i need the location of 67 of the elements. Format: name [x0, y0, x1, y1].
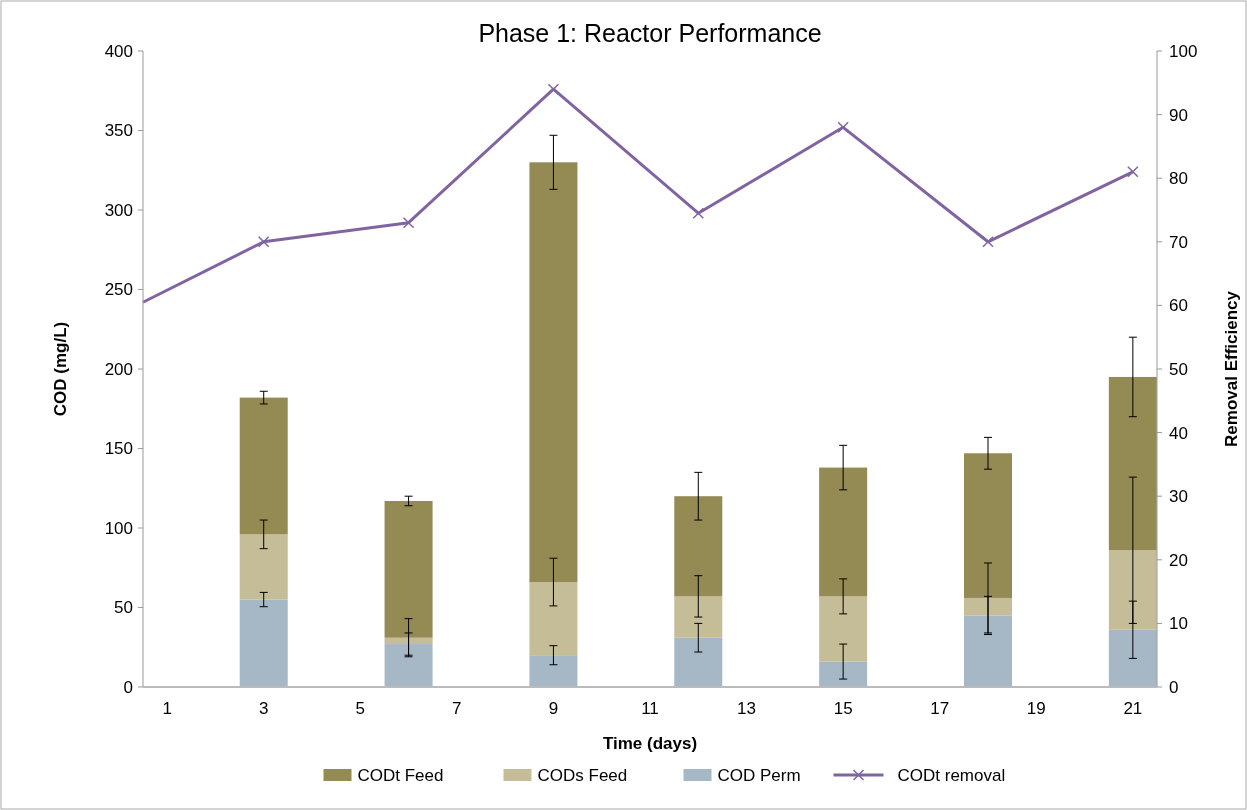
bar — [239, 397, 288, 535]
point — [982, 236, 994, 248]
y2-tick-label: 60 — [1169, 296, 1188, 316]
x-tick-label: 13 — [737, 699, 757, 718]
y2-tick-label: 70 — [1169, 232, 1188, 252]
y2-tick-label: 30 — [1169, 487, 1188, 507]
y-tick-label: 150 — [104, 439, 133, 459]
x-tick-label: 9 — [548, 699, 559, 718]
y2-tick-label: 10 — [1169, 614, 1188, 634]
point — [1127, 166, 1139, 178]
bar — [674, 596, 723, 638]
bar — [1108, 376, 1157, 551]
bar — [964, 453, 1012, 598]
y-tick-label: 400 — [104, 41, 133, 61]
y2-tick-label: 90 — [1169, 105, 1188, 125]
bar — [529, 582, 578, 656]
point — [692, 207, 705, 219]
y-tick-label: 50 — [114, 598, 133, 618]
y2-tick-label: 100 — [1169, 41, 1198, 61]
bar — [674, 637, 723, 687]
bar — [964, 615, 1012, 687]
legend-label: COD Perm — [717, 765, 801, 785]
point — [837, 121, 849, 134]
bar — [819, 661, 868, 687]
y-tick-label: 250 — [104, 280, 133, 300]
y2-tick-label: 40 — [1169, 423, 1188, 443]
y-tick-label: 350 — [104, 121, 133, 141]
bar — [1108, 629, 1157, 687]
point — [547, 83, 560, 95]
bar — [819, 467, 868, 597]
y-tick-label: 200 — [104, 359, 133, 379]
bar — [1108, 550, 1157, 630]
y-axis-title: COD (mg/L) — [51, 321, 70, 417]
x-tick-label: 1 — [162, 699, 172, 718]
y2-tick-label: 50 — [1169, 359, 1188, 379]
bar — [529, 162, 578, 583]
y2-axis-title: Removal Efficiency — [1222, 290, 1241, 447]
bar — [384, 637, 433, 645]
point — [402, 216, 415, 229]
x-tick-label: 19 — [1026, 699, 1046, 718]
legend-label: CODt removal — [897, 765, 1006, 785]
bar — [529, 655, 578, 687]
bar — [384, 644, 433, 687]
bar — [964, 597, 1012, 616]
y2-tick-label: 80 — [1169, 169, 1188, 189]
x-tick-label: 17 — [930, 699, 950, 718]
x-tick-label: 5 — [355, 699, 366, 718]
legend-label: CODs Feed — [537, 765, 628, 785]
bar — [819, 596, 868, 662]
bar — [674, 496, 723, 597]
y2-tick-label: 0 — [1169, 677, 1179, 697]
y2-tick-label: 20 — [1169, 550, 1188, 570]
chart-title: Phase 1: Reactor Performance — [478, 19, 822, 47]
bar — [239, 534, 288, 600]
y-tick-label: 100 — [104, 518, 133, 538]
x-tick-label: 11 — [641, 699, 659, 718]
bar — [239, 599, 288, 687]
legend-label: CODt Feed — [357, 765, 444, 785]
y-tick-label: 0 — [123, 677, 133, 697]
bar — [384, 500, 433, 638]
x-tick-label: 21 — [1123, 699, 1143, 718]
x-axis-title: Time (days) — [602, 734, 698, 753]
x-tick-label: 3 — [258, 699, 269, 718]
point — [257, 236, 270, 248]
y-tick-label: 300 — [104, 200, 133, 220]
x-tick-label: 7 — [452, 699, 462, 718]
x-tick-label: 15 — [833, 699, 853, 718]
